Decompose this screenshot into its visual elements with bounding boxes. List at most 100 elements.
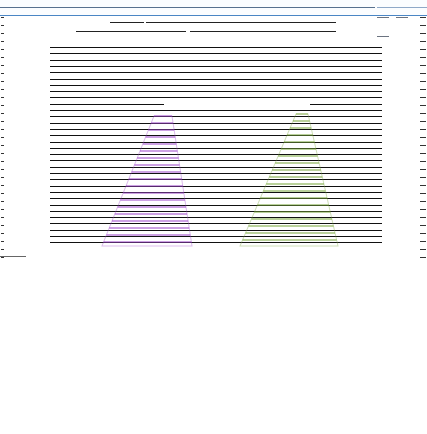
row-number-label [8,118,40,120]
content-line [50,103,164,105]
content-line [50,229,382,231]
row-number-label [8,174,40,176]
area-chart-svg [101,113,339,247]
right-ruler-tick [420,161,426,162]
right-ruler-tick [420,209,426,210]
left-ruler-tick [1,193,4,194]
content-line [50,217,382,219]
content-line [50,166,382,168]
right-ruler-tick [420,217,426,218]
right-ruler-tick [420,121,426,122]
content-line [50,84,382,86]
title-bar [0,0,427,37]
left-ruler-tick [1,145,4,146]
left-ruler-tick [1,225,4,226]
left-ruler-tick [1,113,4,114]
content-line [50,204,382,206]
left-ruler-tick [1,153,4,154]
left-ruler-tick [1,121,4,122]
content-line [50,160,382,162]
row-number-label [8,246,40,248]
header-line [146,22,336,23]
row-number-column [8,118,44,258]
right-ruler-tick [420,41,426,42]
content-line [50,47,382,48]
left-ruler-tick [1,201,4,202]
row-number-label [8,214,40,216]
content-line [50,191,382,193]
purple-area-series [101,115,193,247]
window-controls [375,3,423,37]
row-number-label [8,126,40,128]
left-ruler-tick [1,161,4,162]
left-ruler-tick [1,177,4,178]
green-series-outline [239,113,339,247]
left-ruler [0,17,8,261]
top-divider-line [0,7,375,8]
close-icon[interactable] [377,30,389,37]
right-ruler-tick [420,137,426,138]
left-ruler-tick [1,137,4,138]
content-line [50,116,382,118]
right-ruler-tick [420,33,426,34]
content-line [50,236,382,237]
left-ruler-tick [1,249,4,250]
footer-divider [0,256,26,257]
right-ruler-tick [420,89,426,90]
right-ruler-tick [420,105,426,106]
content-line [50,198,382,200]
document-header-lines [76,20,336,34]
row-number-label [8,206,40,208]
content-line [50,97,382,99]
right-ruler-tick [420,201,426,202]
right-ruler-tick [420,129,426,130]
right-ruler-tick [420,177,426,178]
row-number-label [8,166,40,168]
right-ruler-tick [420,49,426,50]
right-ruler-tick [420,57,426,58]
left-ruler-tick [1,17,4,18]
document-content-lines [50,47,382,249]
row-number-label [8,230,40,232]
left-ruler-tick [1,81,4,82]
row-number-label [8,238,40,240]
left-ruler-tick [1,89,4,90]
left-ruler-tick [1,73,4,74]
content-line [50,185,382,187]
right-ruler-tick [420,65,426,66]
row-number-label [8,222,40,224]
purple-series-outline [101,115,193,247]
left-ruler-tick [1,49,4,50]
left-ruler-tick [1,97,4,98]
content-line [50,65,382,67]
content-line [50,242,382,244]
right-ruler-tick [420,225,426,226]
top-divider-accent [377,7,427,8]
left-ruler-tick [1,105,4,106]
left-ruler-tick [1,233,4,234]
left-ruler-tick [1,65,4,66]
content-line [50,72,382,74]
header-line [76,31,186,32]
content-line [50,53,382,55]
left-ruler-tick [1,33,4,34]
left-ruler-tick [1,257,4,258]
maximize-icon[interactable] [396,11,409,18]
right-ruler-tick [420,193,426,194]
header-line [190,31,336,32]
row-number-label [8,158,40,160]
content-line [50,59,382,61]
left-ruler-tick [1,129,4,130]
left-ruler-tick [1,217,4,218]
row-number-label [8,150,40,152]
content-line [50,173,382,174]
content-line [50,128,382,130]
right-ruler-tick [420,233,426,234]
right-ruler-tick [420,257,426,258]
right-ruler-tick [420,25,426,26]
right-ruler-tick [420,185,426,186]
right-ruler-tick [420,241,426,242]
right-ruler-tick [420,81,426,82]
minimize-icon[interactable] [377,11,389,18]
